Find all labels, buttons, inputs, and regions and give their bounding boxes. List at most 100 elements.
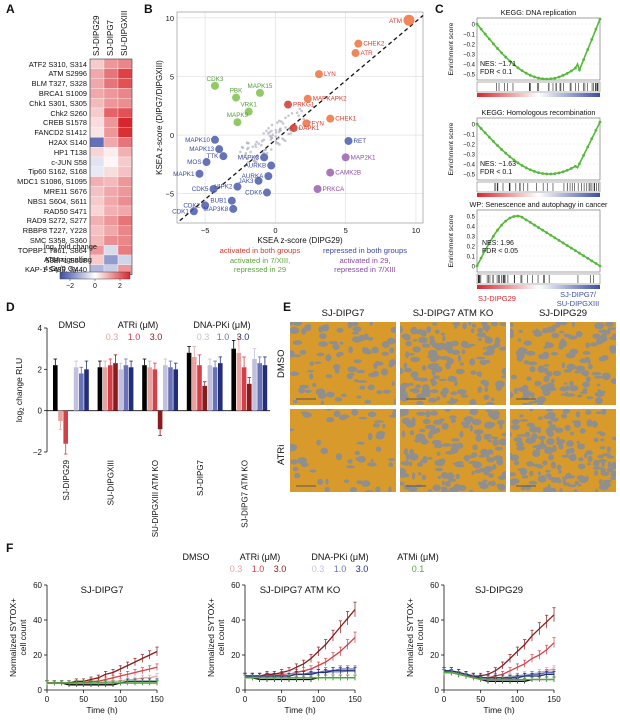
scatter-point xyxy=(195,169,204,178)
scatter-background-point xyxy=(287,114,290,117)
scatter-point xyxy=(284,100,293,109)
micrograph-cell-blob xyxy=(294,472,301,479)
micrograph-cell-blob xyxy=(435,467,443,472)
gsea-y-axis-label: Enrichment score xyxy=(448,214,455,267)
micrograph-column-label: SJ-DIPG7 ATM KO xyxy=(412,308,494,319)
micrograph-cell-blob xyxy=(463,455,469,461)
panel-label-a: A xyxy=(6,2,15,16)
gsea-score-point xyxy=(520,215,524,219)
bar xyxy=(73,367,79,411)
scatter-point xyxy=(219,152,228,161)
scatter-point xyxy=(354,39,363,48)
micrograph-cell-blob xyxy=(361,480,371,487)
micrograph-cell-blob xyxy=(374,420,384,423)
micrograph-cell-blob xyxy=(500,346,506,350)
gsea-score-point xyxy=(569,167,573,170)
micrograph-cell-blob xyxy=(332,343,340,350)
micrograph-cell-blob xyxy=(542,460,548,466)
line-y-tick-label: 60 xyxy=(33,581,42,590)
gsea-y-tick-label: −0.4 xyxy=(463,63,476,69)
micrograph-cell-blob xyxy=(529,366,536,373)
micrograph-cell-blob xyxy=(412,346,421,353)
micrograph-cell-blob xyxy=(480,379,488,385)
gsea-score-point xyxy=(528,168,532,172)
scatter-background-point xyxy=(255,157,259,161)
micrograph-cell-blob xyxy=(606,455,615,459)
micrograph-cell-blob xyxy=(600,467,607,475)
micrograph-cell-blob xyxy=(594,375,603,379)
gsea-score-point xyxy=(479,27,483,31)
micrograph-texture xyxy=(290,322,396,405)
micrograph-cell-blob xyxy=(530,392,535,399)
micrograph-cell-blob xyxy=(459,362,464,366)
micrograph-cell-blob xyxy=(441,480,445,486)
micrograph-cell-blob xyxy=(357,380,368,383)
gsea-score-point xyxy=(553,236,557,240)
heatmap-row-label: FANCD2 S1412 xyxy=(34,128,87,138)
scatter-point xyxy=(289,124,298,133)
scatter-point-label: FYN xyxy=(311,120,324,127)
micrograph-cell-blob xyxy=(325,478,329,485)
micrograph-cell-blob xyxy=(528,480,538,485)
scatter-point xyxy=(326,168,335,177)
gsea-title: KEGG: Homologous recombination xyxy=(482,108,596,117)
micrograph-cell-blob xyxy=(436,396,441,401)
scatter-background-point xyxy=(295,111,299,115)
gsea-title: KEGG: DNA replication xyxy=(501,8,576,17)
scatter-point-label: CHEK2 xyxy=(363,41,384,48)
gsea-y-tick-label: 0 xyxy=(472,123,476,129)
bar xyxy=(257,363,262,411)
gsea-y-tick-label: −0.5 xyxy=(463,173,476,179)
micrograph-cell-blob xyxy=(550,351,559,356)
micrograph-cell-blob xyxy=(543,375,550,383)
micrograph-cell-blob xyxy=(380,368,389,376)
micrograph-cell-blob xyxy=(510,478,520,484)
micrograph-cell-blob xyxy=(343,479,350,483)
micrograph-cell-blob xyxy=(593,459,600,468)
micrograph-cell-blob xyxy=(431,440,442,445)
gsea-score-point xyxy=(582,254,585,258)
bar xyxy=(241,367,247,411)
panel-label-d: D xyxy=(6,300,15,314)
gsea-nes-label: NES: −1.71 xyxy=(480,61,516,68)
micrograph-cell-blob xyxy=(585,342,591,349)
bar xyxy=(262,365,268,411)
scatter-point xyxy=(314,70,323,79)
micrograph-cell-blob xyxy=(372,370,379,377)
micrograph-cell-blob xyxy=(492,464,497,470)
gsea-score-point xyxy=(545,77,549,81)
micrograph-cell-blob xyxy=(558,470,562,474)
scatter-x-tick-label: 0 xyxy=(273,226,277,235)
micrograph-cell-blob xyxy=(435,345,444,351)
scatter-point xyxy=(210,81,219,90)
gsea-score-point xyxy=(569,246,573,250)
micrograph-cell-blob xyxy=(418,336,428,344)
gsea-score-point xyxy=(586,256,590,260)
scatter-legend-entry: repressed in both groups xyxy=(323,246,407,255)
micrograph-cell-blob xyxy=(347,322,353,329)
micrograph-cell-blob xyxy=(352,336,362,343)
bar xyxy=(97,367,103,411)
heatmap-row-label: SMC S358, S360 xyxy=(29,235,87,245)
micrograph-cell-blob xyxy=(439,418,445,422)
bar-category-label: SU-DIPGXIII ATM KO xyxy=(151,460,160,537)
gsea-score-point xyxy=(537,171,540,175)
micrograph-cell-blob xyxy=(537,471,541,476)
micrograph-texture xyxy=(400,322,506,405)
micrograph-cell-blob xyxy=(566,427,570,431)
scatter-point-label: MAPK10 xyxy=(185,137,210,144)
micrograph-cell-blob xyxy=(607,461,612,468)
bar-category-label: SJ-DIPG7 xyxy=(196,459,205,496)
gsea-score-point xyxy=(586,145,590,149)
scatter-background-point xyxy=(255,140,258,144)
micrograph-cell-blob xyxy=(418,472,422,476)
micrograph-cell-blob xyxy=(393,398,396,405)
micrograph-cell-blob xyxy=(556,464,562,471)
micrograph-cell-blob xyxy=(513,387,518,395)
micrograph-cell-blob xyxy=(499,322,506,326)
micrograph-cell-blob xyxy=(577,463,586,470)
micrograph-cell-blob xyxy=(542,351,550,360)
micrograph-cell-blob xyxy=(486,449,493,454)
bar-legend-atri-dose: 0.3 xyxy=(106,332,119,342)
line-chart-title: SJ-DIPG7 ATM KO xyxy=(260,585,341,596)
